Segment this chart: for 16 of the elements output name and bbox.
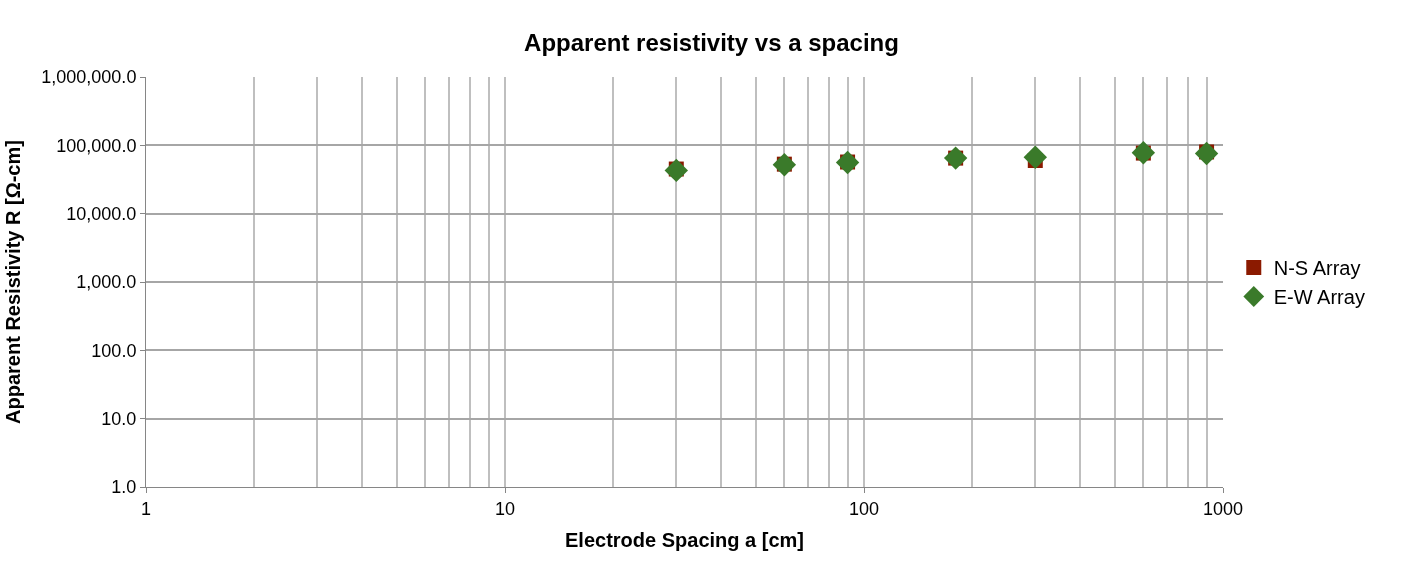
y-tick-label: 1,000.0: [76, 272, 137, 293]
y-tick-label: 10.0: [101, 408, 137, 429]
y-tick-label: 100,000.0: [56, 135, 137, 156]
legend-label: N-S Array: [1273, 257, 1361, 280]
x-tick-label: 1000: [1202, 498, 1244, 519]
y-tick-label: 100.0: [91, 340, 137, 361]
legend-label: E-W Array: [1273, 286, 1365, 309]
chart-title: Apparent resistivity vs a spacing: [524, 29, 899, 57]
y-tick-label: 10,000.0: [66, 203, 137, 224]
y-tick-label: 1,000,000.0: [41, 67, 137, 88]
x-tick-label: 1: [140, 498, 152, 519]
x-tick-label: 100: [848, 498, 880, 519]
y-axis-title: Apparent Resistivity R [Ω-cm]: [1, 140, 24, 424]
x-tick-label: 10: [494, 498, 516, 519]
x-axis-title: Electrode Spacing a [cm]: [565, 529, 804, 552]
y-tick-label: 1.0: [111, 477, 137, 498]
